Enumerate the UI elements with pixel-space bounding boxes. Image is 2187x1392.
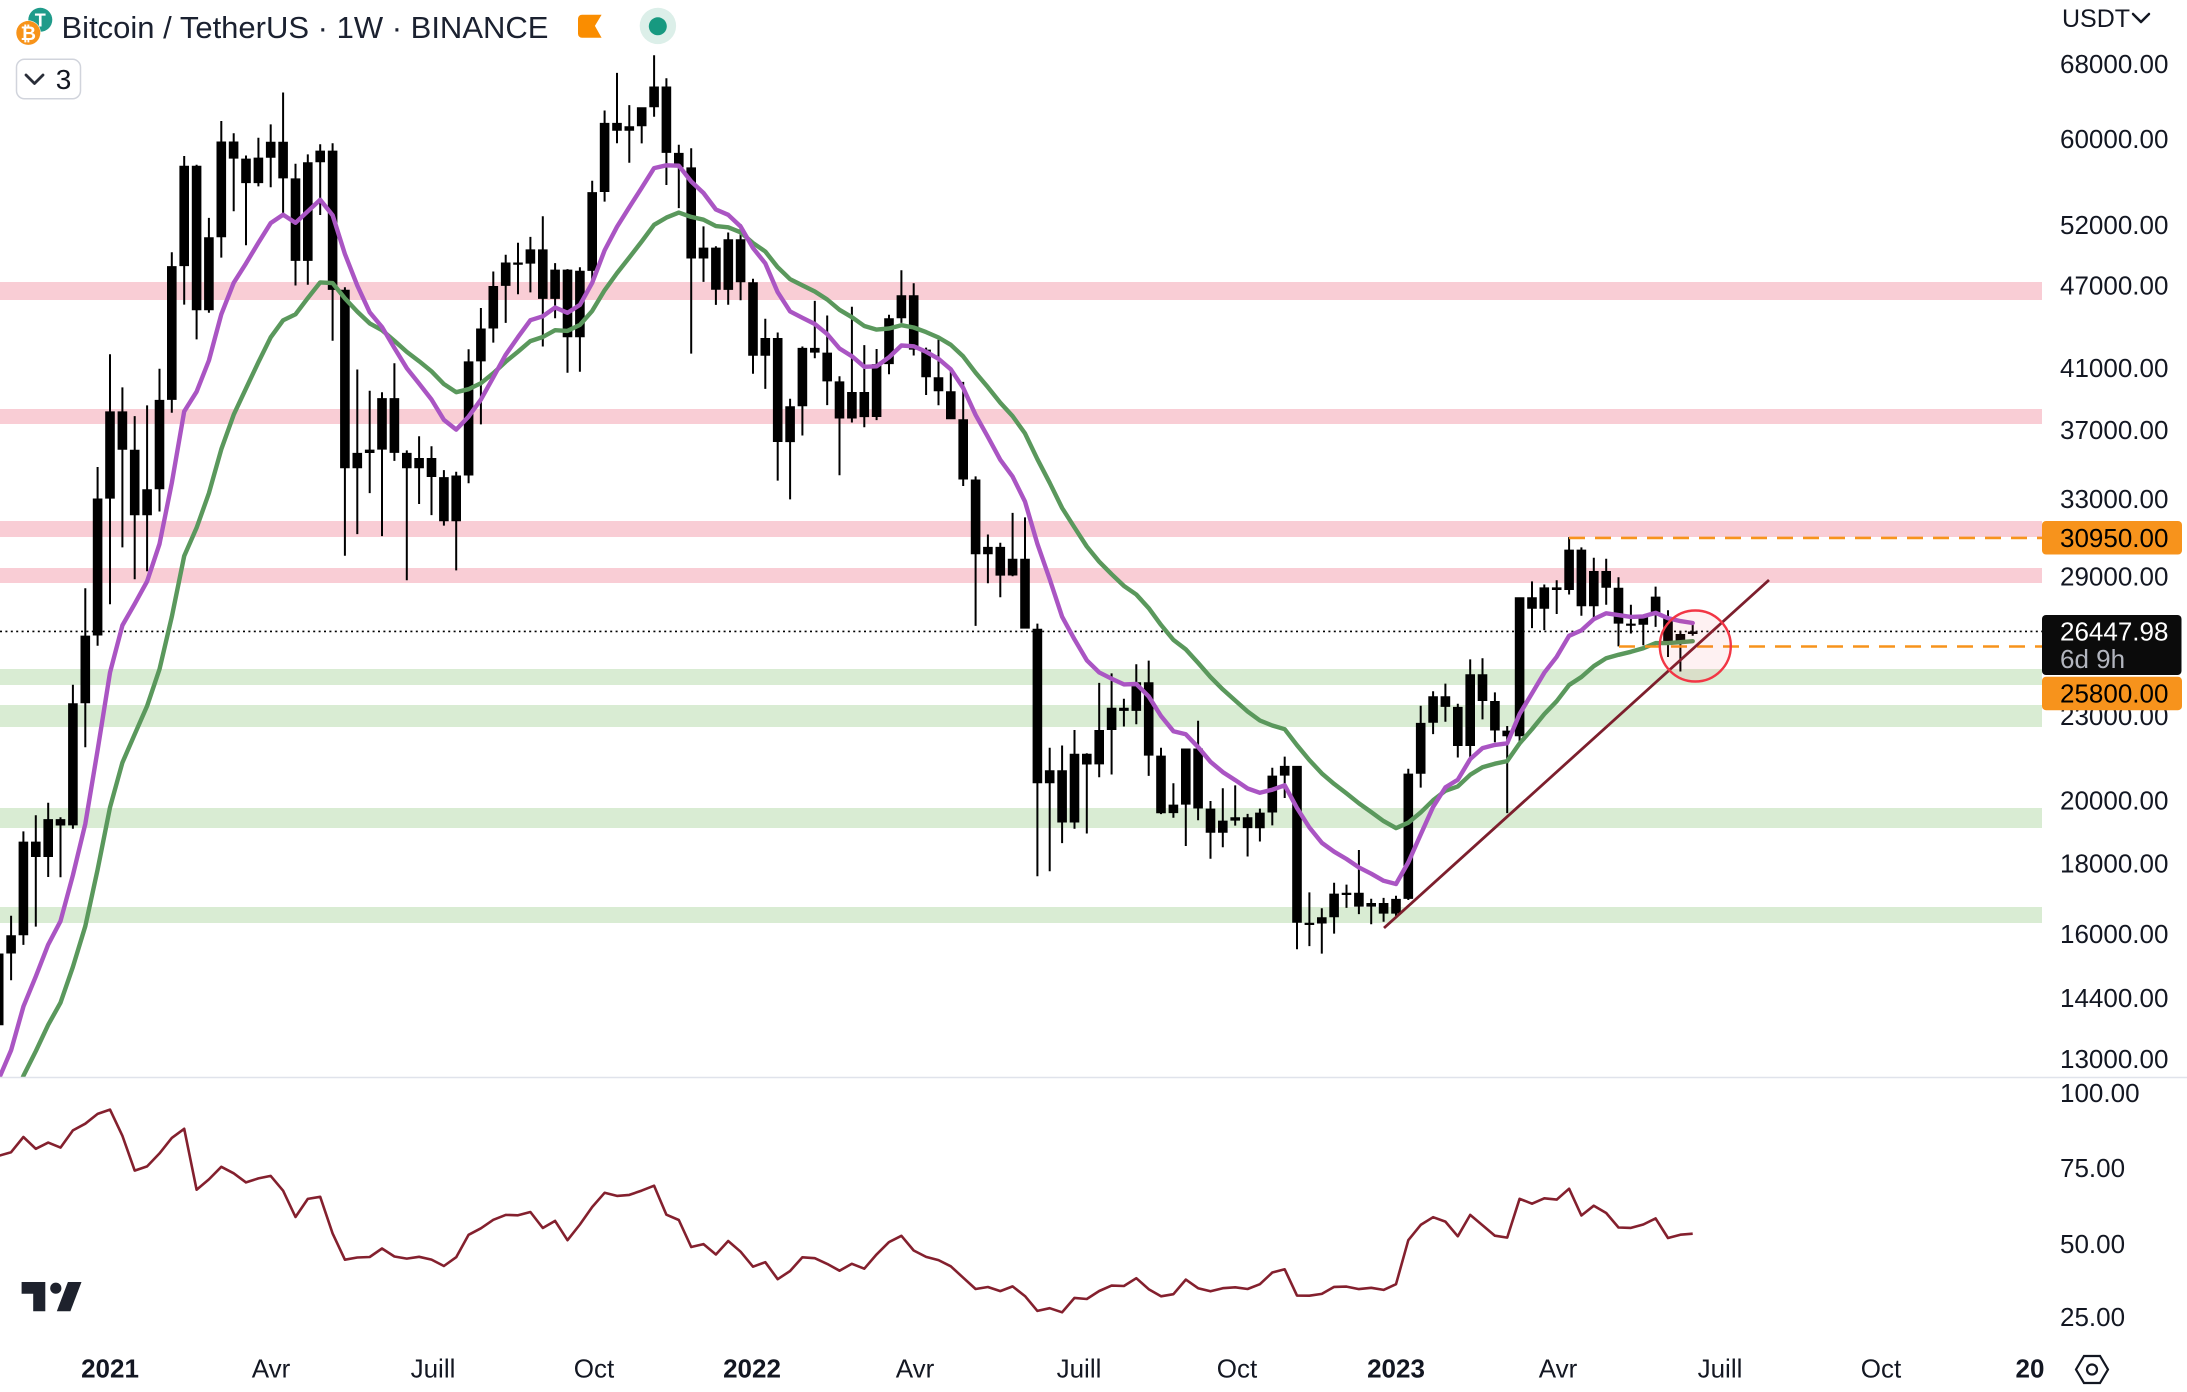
- svg-text:52000.00: 52000.00: [2060, 210, 2168, 240]
- svg-text:Juill: Juill: [1698, 1354, 1743, 1384]
- svg-text:T: T: [35, 10, 46, 30]
- svg-text:47000.00: 47000.00: [2060, 271, 2168, 301]
- svg-text:2022: 2022: [723, 1354, 781, 1384]
- svg-text:25.00: 25.00: [2060, 1302, 2125, 1332]
- svg-text:68000.00: 68000.00: [2060, 49, 2168, 79]
- svg-text:₿: ₿: [21, 24, 36, 45]
- svg-text:29000.00: 29000.00: [2060, 562, 2168, 592]
- svg-text:Avr: Avr: [252, 1354, 291, 1384]
- svg-text:25800.00: 25800.00: [2060, 679, 2168, 709]
- svg-text:33000.00: 33000.00: [2060, 484, 2168, 514]
- svg-text:Juill: Juill: [411, 1354, 456, 1384]
- svg-text:Bitcoin / TetherUS · 1W · BINA: Bitcoin / TetherUS · 1W · BINANCE: [62, 10, 549, 45]
- svg-text:Avr: Avr: [896, 1354, 935, 1384]
- svg-text:75.00: 75.00: [2060, 1153, 2125, 1183]
- svg-text:Juill: Juill: [1057, 1354, 1102, 1384]
- svg-text:Oct: Oct: [1861, 1354, 1902, 1384]
- svg-text:6d 9h: 6d 9h: [2060, 644, 2125, 674]
- svg-text:100.00: 100.00: [2060, 1078, 2140, 1108]
- svg-text:30950.00: 30950.00: [2060, 523, 2168, 553]
- svg-text:Oct: Oct: [1217, 1354, 1258, 1384]
- svg-text:16000.00: 16000.00: [2060, 919, 2168, 949]
- svg-text:26447.98: 26447.98: [2060, 617, 2168, 647]
- svg-text:50.00: 50.00: [2060, 1229, 2125, 1259]
- svg-text:USDT: USDT: [2062, 5, 2130, 33]
- svg-text:Oct: Oct: [574, 1354, 615, 1384]
- svg-text:13000.00: 13000.00: [2060, 1044, 2168, 1074]
- svg-text:2023: 2023: [1367, 1354, 1425, 1384]
- svg-text:2021: 2021: [81, 1354, 139, 1384]
- svg-text:37000.00: 37000.00: [2060, 415, 2168, 445]
- svg-text:20000.00: 20000.00: [2060, 785, 2168, 815]
- svg-text:41000.00: 41000.00: [2060, 353, 2168, 383]
- svg-text:3: 3: [56, 64, 72, 95]
- svg-text:60000.00: 60000.00: [2060, 124, 2168, 154]
- svg-text:20: 20: [2016, 1354, 2045, 1384]
- svg-text:18000.00: 18000.00: [2060, 849, 2168, 879]
- svg-text:Avr: Avr: [1539, 1354, 1578, 1384]
- svg-text:14400.00: 14400.00: [2060, 983, 2168, 1013]
